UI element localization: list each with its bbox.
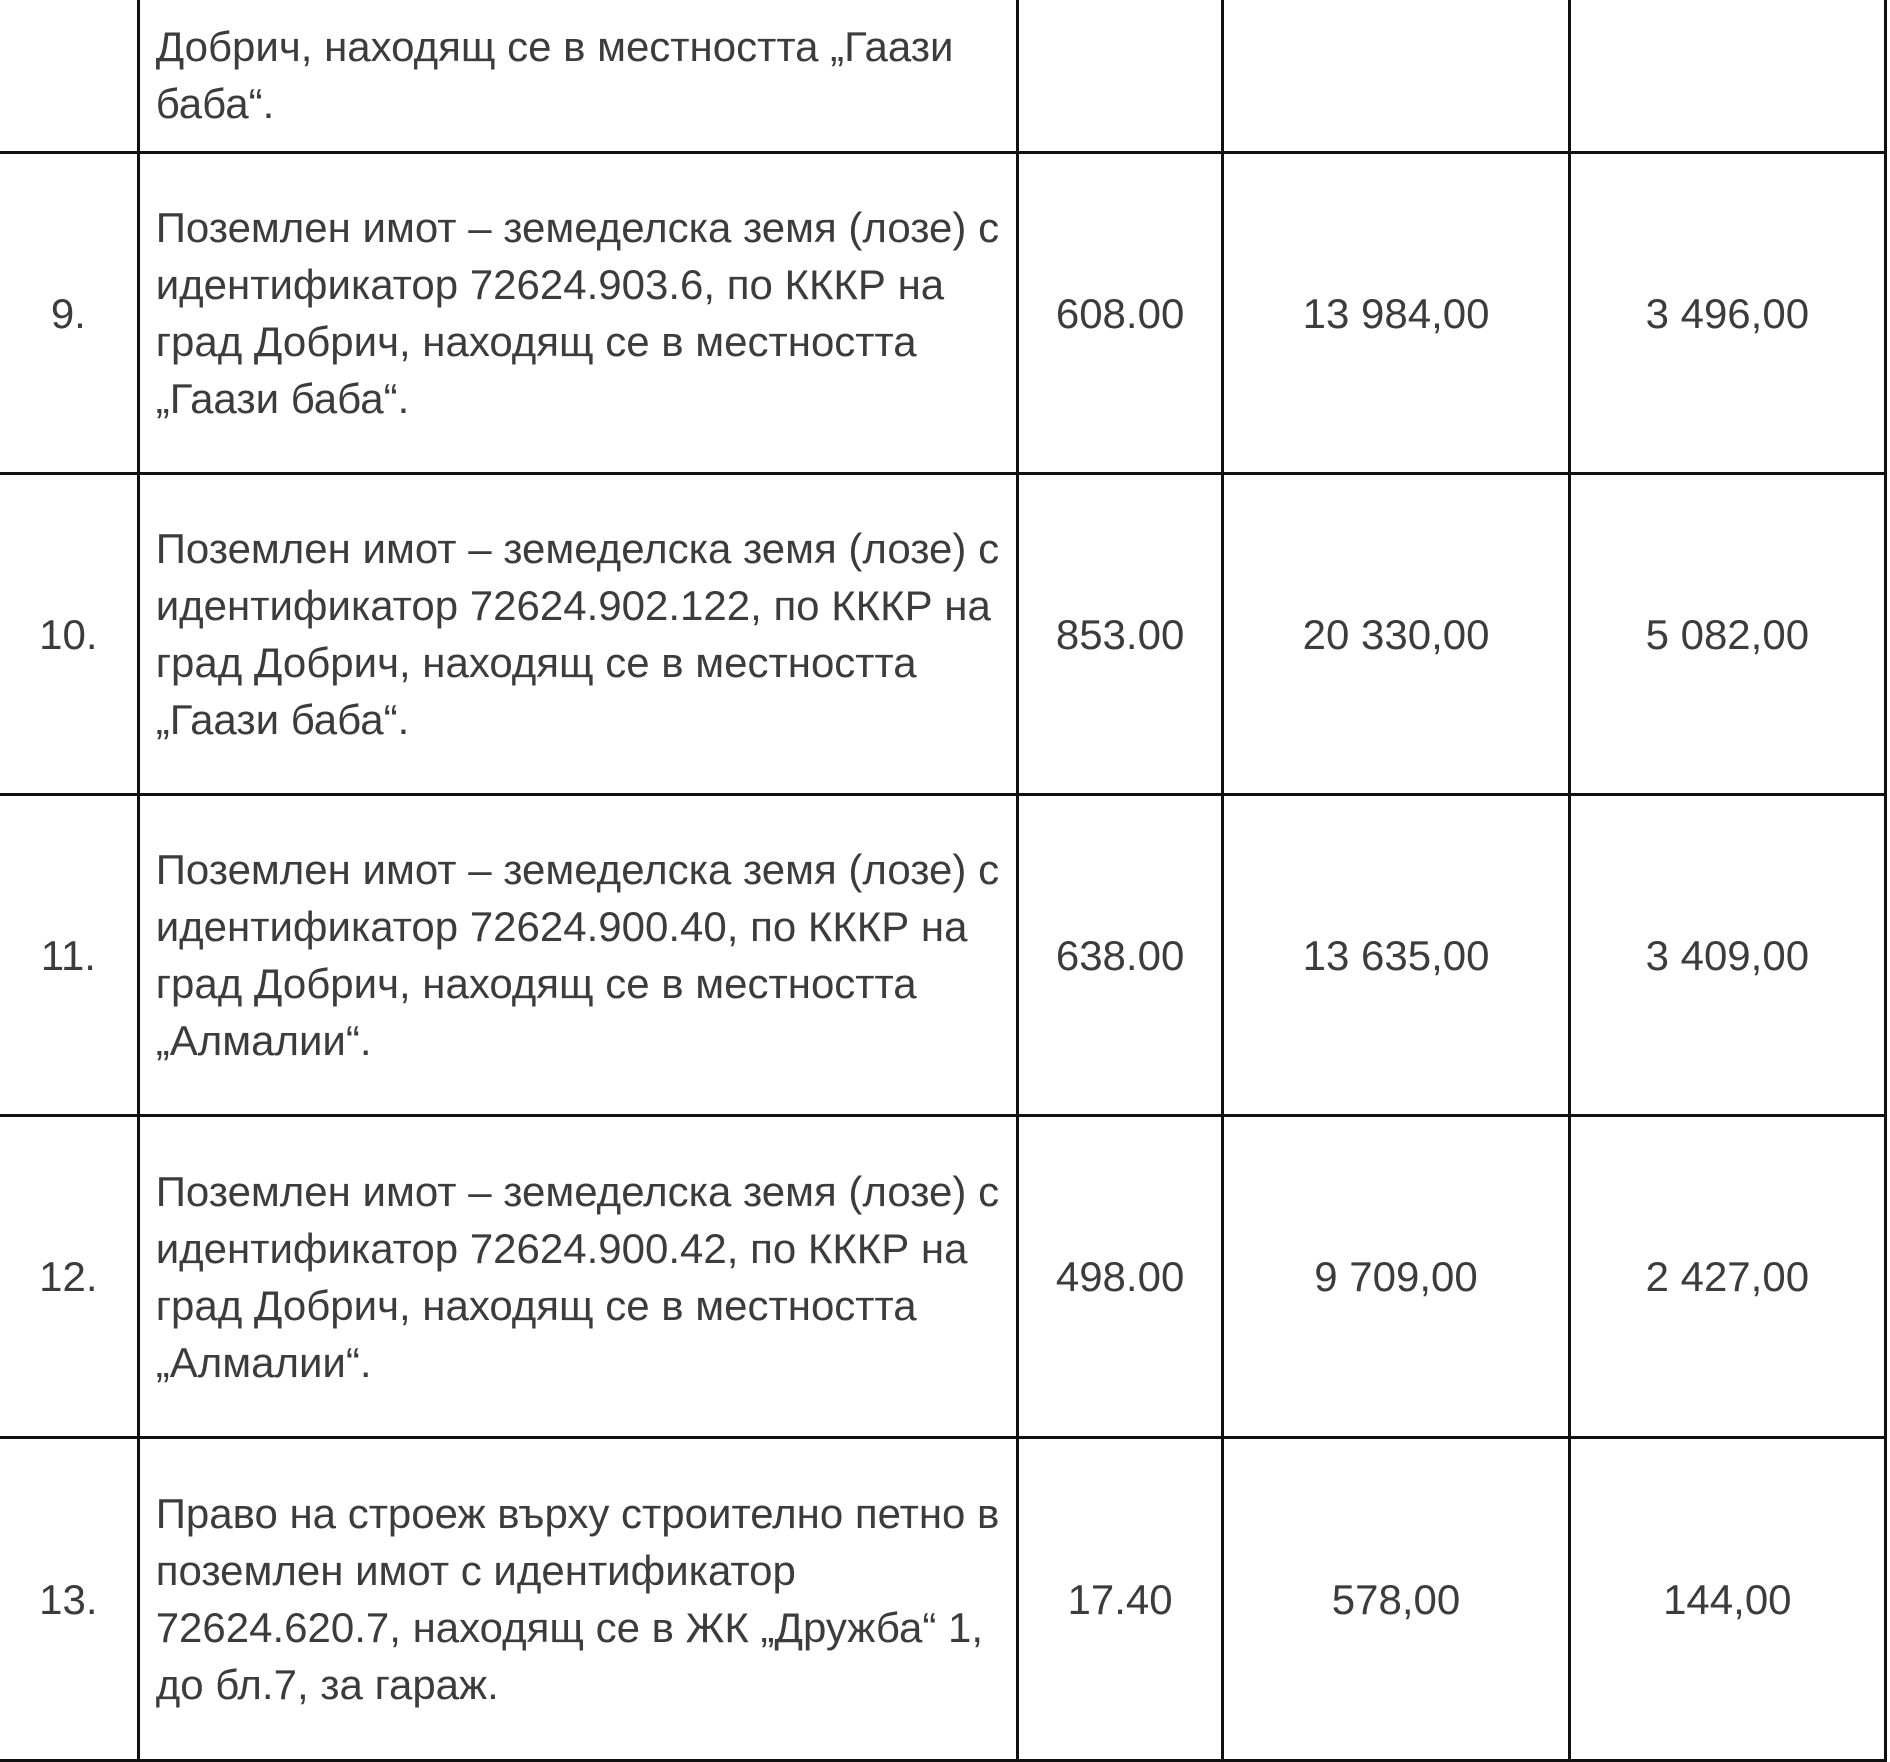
row-number: 10.: [0, 472, 140, 796]
table-row: 13. Право на строеж върху строително пет…: [0, 1436, 1888, 1762]
row-description: Поземлен имот – земеделска земя (лозе) с…: [136, 472, 1019, 796]
row-value-1: 20 330,00: [1221, 472, 1571, 796]
table-row: 11. Поземлен имот – земеделска земя (лоз…: [0, 793, 1888, 1117]
row-area: 853.00: [1015, 472, 1225, 796]
row-value-1: 13 635,00: [1221, 793, 1571, 1117]
row-description: Поземлен имот – земеделска земя (лозе) с…: [136, 151, 1019, 475]
row-value-2: 5 082,00: [1567, 472, 1888, 796]
row-value-2: 3 496,00: [1567, 151, 1888, 475]
row-value-1: 13 984,00: [1221, 151, 1571, 475]
table-row: 10. Поземлен имот – земеделска земя (лоз…: [0, 472, 1888, 796]
row-number: [0, 0, 140, 154]
row-value-1: 9 709,00: [1221, 1114, 1571, 1439]
row-area: [1015, 0, 1225, 154]
row-value-1: [1221, 0, 1571, 154]
row-area: 17.40: [1015, 1436, 1225, 1762]
row-area: 498.00: [1015, 1114, 1225, 1439]
row-area: 608.00: [1015, 151, 1225, 475]
row-area: 638.00: [1015, 793, 1225, 1117]
row-value-2: [1567, 0, 1888, 154]
row-description: Поземлен имот – земеделска земя (лозе) с…: [136, 793, 1019, 1117]
row-number: 12.: [0, 1114, 140, 1439]
row-value-2: 2 427,00: [1567, 1114, 1888, 1439]
row-number: 9.: [0, 151, 140, 475]
row-value-1: 578,00: [1221, 1436, 1571, 1762]
table-row: 9. Поземлен имот – земеделска земя (лозе…: [0, 151, 1888, 475]
table-row: 12. Поземлен имот – земеделска земя (лоз…: [0, 1114, 1888, 1439]
row-value-2: 144,00: [1567, 1436, 1888, 1762]
row-description: Право на строеж върху строително петно в…: [136, 1436, 1019, 1762]
row-value-2: 3 409,00: [1567, 793, 1888, 1117]
row-description: Поземлен имот – земеделска земя (лозе) с…: [136, 1114, 1019, 1439]
row-description: Добрич, находящ се в местността „Гаази б…: [136, 0, 1019, 154]
table-row: Добрич, находящ се в местността „Гаази б…: [0, 0, 1888, 154]
row-number: 13.: [0, 1436, 140, 1762]
row-number: 11.: [0, 793, 140, 1117]
